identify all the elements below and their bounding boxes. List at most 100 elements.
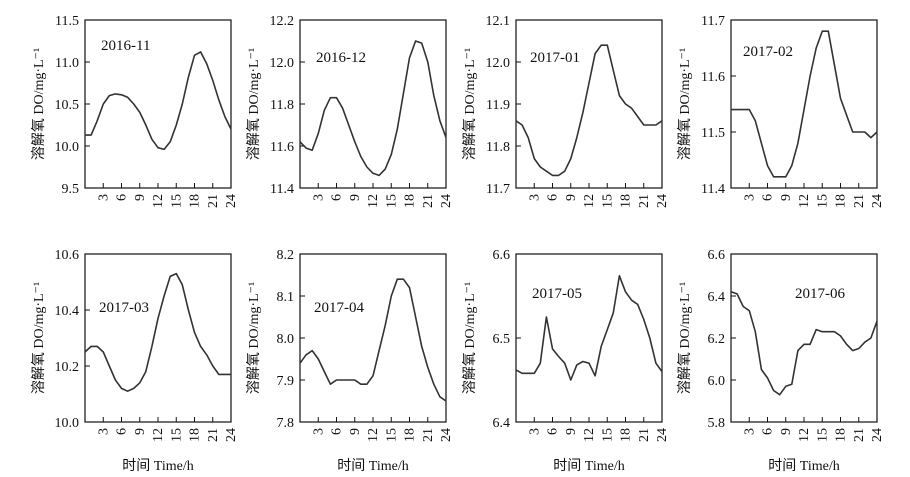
x-tick-label: 24 [224,428,239,442]
panel-8: 5.8 6.0 6.2 6.4 6.6 3 6 9 12 15 18 21 24 2017-06 溶解氧 D… [677,248,885,474]
x-tick-label: 12 [582,194,597,208]
y-tick-label: 11.9 [486,98,510,113]
y-tick-label: 11.5 [55,14,79,29]
x-tick-label: 15 [169,428,184,442]
y-tick-label: 7.8 [277,416,295,431]
plot-frame [515,253,663,423]
x-tick-label: 6 [546,428,561,435]
plot-frame [730,253,878,423]
y-tick-label: 6.6 [493,248,511,263]
x-tick-label: 24 [439,428,454,442]
x-tick-label: 24 [870,194,885,208]
y-tick-label: 12.0 [270,56,295,71]
y-tick-label: 11.0 [55,56,79,71]
y-tick-label: 12.0 [486,56,511,71]
y-axis-label: 溶解氧 DO/mg·L⁻¹ [246,48,262,160]
y-tick-label: 10.0 [55,416,80,431]
y-axis-label: 溶解氧 DO/mg·L⁻¹ [31,48,47,160]
x-axis-label: 时间 Time/h [122,458,193,474]
x-tick-label: 21 [421,194,436,208]
y-tick-label: 11.4 [701,182,725,197]
x-tick-label: 9 [779,428,794,435]
y-axis-label: 溶解氧 DO/mg·L⁻¹ [677,282,693,394]
series-line [515,44,663,177]
x-tick-label: 12 [797,194,812,208]
x-tick-label: 21 [206,194,221,208]
x-tick-label: 12 [366,428,381,442]
x-tick-label: 15 [815,194,830,208]
panel-title: 2017-05 [532,286,582,302]
y-axis-label: 溶解氧 DO/mg·L⁻¹ [246,282,262,394]
y-tick-label: 10.0 [55,140,80,155]
y-axis-label: 溶解氧 DO/mg·L⁻¹ [462,282,478,394]
x-tick-label: 15 [384,194,399,208]
y-tick-label: 6.4 [493,416,511,431]
x-tick-label: 15 [169,194,184,208]
panel-title: 2016-11 [101,38,150,54]
x-tick-label: 24 [870,428,885,442]
x-tick-label: 3 [311,194,326,201]
series-line [299,278,447,402]
x-tick-label: 15 [815,428,830,442]
y-tick-label: 11.8 [486,140,510,155]
x-tick-label: 3 [527,194,542,201]
y-tick-label: 10.4 [55,304,80,319]
x-tick-label: 9 [133,194,148,201]
y-tick-label: 10.5 [55,98,80,113]
x-tick-label: 6 [330,194,345,201]
plot-frame [299,19,447,189]
y-tick-label: 6.5 [493,332,511,347]
x-tick-label: 6 [546,194,561,201]
series-line [299,40,447,177]
x-tick-label: 24 [439,194,454,208]
x-tick-label: 3 [96,194,111,201]
panel-title: 2017-04 [314,300,364,316]
x-tick-label: 12 [151,428,166,442]
x-tick-label: 12 [366,194,381,208]
y-tick-label: 12.2 [270,14,295,29]
panel-title: 2017-01 [530,50,580,66]
x-tick-label: 9 [564,194,579,201]
y-tick-label: 8.1 [277,290,295,305]
x-tick-label: 12 [797,428,812,442]
panel-5: 10.0 10.2 10.4 10.6 3 6 9 12 15 18 21 24 2017-03 溶解氧 … [31,248,239,474]
x-tick-label: 21 [206,428,221,442]
x-axis-label: 时间 Time/h [768,458,839,474]
x-tick-label: 18 [619,194,634,208]
series-line [84,272,231,393]
y-tick-label: 6.0 [708,374,726,389]
x-tick-label: 24 [655,428,670,442]
x-tick-label: 21 [852,194,867,208]
x-tick-label: 9 [779,194,794,201]
panel-title: 2017-03 [99,300,149,316]
x-tick-label: 21 [637,194,652,208]
series-line [85,51,232,151]
x-tick-label: 18 [619,428,634,442]
y-tick-label: 11.4 [270,182,294,197]
series-line [730,291,878,396]
y-tick-label: 11.7 [701,14,725,29]
x-tick-label: 18 [403,194,418,208]
x-tick-label: 6 [761,428,776,435]
panel-1: 9.5 10.0 10.5 11.0 11.5 3 6 9 12 15 18 21 24 2016-11 溶… [31,14,239,208]
y-tick-label: 8.0 [277,332,295,347]
plot-frame [84,253,232,423]
x-tick-label: 18 [403,428,418,442]
panel-7: 6.4 6.5 6.6 3 6 9 12 15 18 21 24 2017-05 溶解氧 DO/mg·L… [462,248,670,474]
x-tick-label: 9 [133,428,148,435]
x-tick-label: 15 [384,428,399,442]
x-tick-label: 6 [115,194,130,201]
series-line [731,30,878,178]
x-tick-label: 9 [348,428,363,435]
x-tick-label: 18 [834,194,849,208]
y-tick-label: 7.9 [277,374,295,389]
panel-6: 7.8 7.9 8.0 8.1 8.2 3 6 9 12 15 18 21 24 2017-04 溶解氧 D… [246,248,454,474]
y-tick-label: 6.2 [708,332,726,347]
x-tick-label: 21 [637,428,652,442]
x-tick-label: 15 [600,194,615,208]
panel-title: 2017-02 [743,44,793,60]
y-tick-label: 5.8 [708,416,726,431]
y-tick-label: 10.6 [55,248,80,263]
x-tick-label: 3 [96,428,111,435]
x-tick-label: 9 [564,428,579,435]
